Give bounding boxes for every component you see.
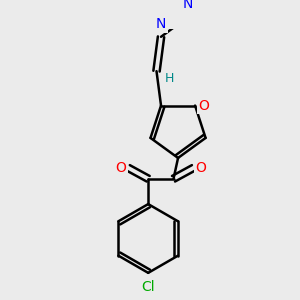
Text: N: N <box>156 17 166 32</box>
Text: H: H <box>164 72 174 85</box>
Text: O: O <box>199 99 210 112</box>
Text: Cl: Cl <box>141 280 155 294</box>
Text: O: O <box>116 161 127 175</box>
Text: N: N <box>183 0 194 11</box>
Text: O: O <box>195 161 206 175</box>
